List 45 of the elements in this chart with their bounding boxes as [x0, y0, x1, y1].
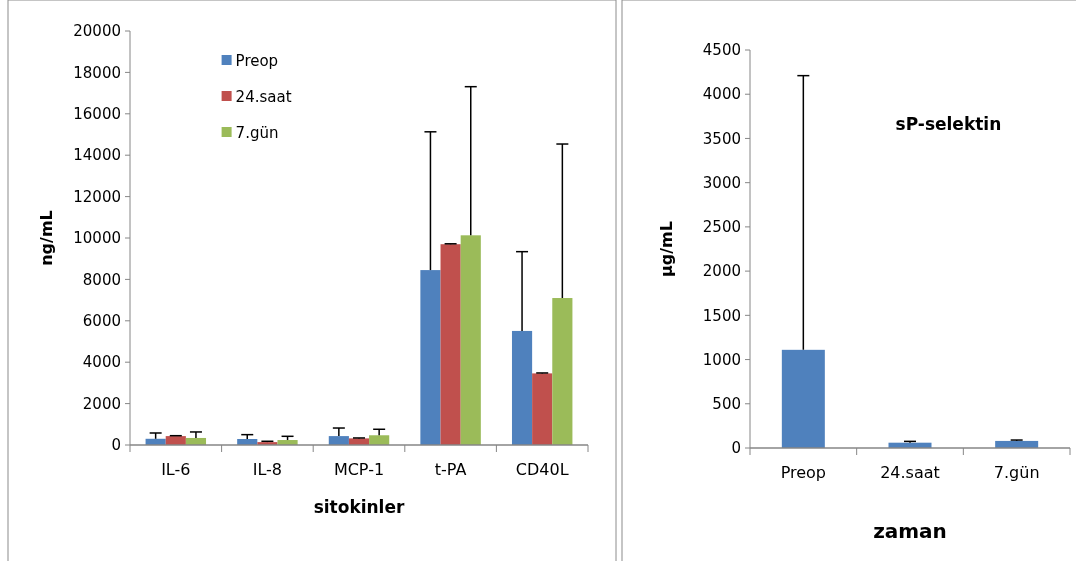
y-tick-label: 2000 [82, 394, 121, 413]
y-axis-title: ng/mL [37, 210, 56, 266]
y-tick-label: 18000 [73, 63, 121, 82]
bar [781, 349, 825, 448]
bar [420, 270, 441, 445]
y-axis-title: µg/mL [657, 221, 676, 277]
x-tick-label: IL-6 [161, 460, 191, 479]
y-tick-label: 2500 [702, 218, 741, 237]
y-tick-label: 16000 [73, 105, 121, 124]
x-tick-label: MCP-1 [333, 460, 385, 479]
legend-label: Preop [235, 52, 279, 71]
bar [511, 330, 533, 445]
y-tick-label: 4500 [702, 41, 741, 60]
legend-label: 24.saat [235, 88, 292, 107]
y-tick-label: 4000 [702, 85, 741, 104]
y-tick-label: 0 [731, 439, 741, 458]
x-tick-label: Preop [780, 463, 827, 482]
y-tick-label: 10000 [73, 229, 121, 248]
text: sP-selektin [895, 113, 1002, 134]
y-tick-label: 4000 [82, 353, 121, 372]
y-tick-label: 2000 [702, 262, 741, 281]
y-tick-label: 3500 [702, 129, 741, 148]
x-tick-label: IL-8 [252, 460, 283, 479]
y-tick-label: 8000 [82, 270, 121, 289]
y-tick-label: 14000 [73, 146, 121, 165]
bar [552, 298, 573, 445]
y-tick-label: 0 [111, 436, 121, 455]
x-tick-label: CD40L [515, 460, 569, 479]
bar [440, 244, 461, 445]
x-tick-label: t-PA [434, 460, 467, 479]
y-tick-label: 6000 [82, 312, 121, 331]
y-tick-label: 12000 [73, 187, 121, 206]
bar [532, 373, 553, 445]
y-tick-label: 500 [712, 395, 741, 414]
x-axis-title: sitokinler [313, 497, 405, 517]
y-tick-label: 1500 [702, 306, 741, 325]
y-tick-label: 20000 [73, 22, 121, 41]
y-tick-label: 1000 [702, 350, 741, 369]
x-axis-title: zaman [873, 519, 947, 543]
legend-label: 7.gün [235, 124, 279, 143]
bar [460, 235, 481, 445]
x-tick-label: 7.gün [993, 463, 1040, 482]
y-tick-label: 3000 [702, 173, 741, 192]
bar [369, 435, 390, 445]
x-tick-label: 24.saat [880, 463, 940, 482]
